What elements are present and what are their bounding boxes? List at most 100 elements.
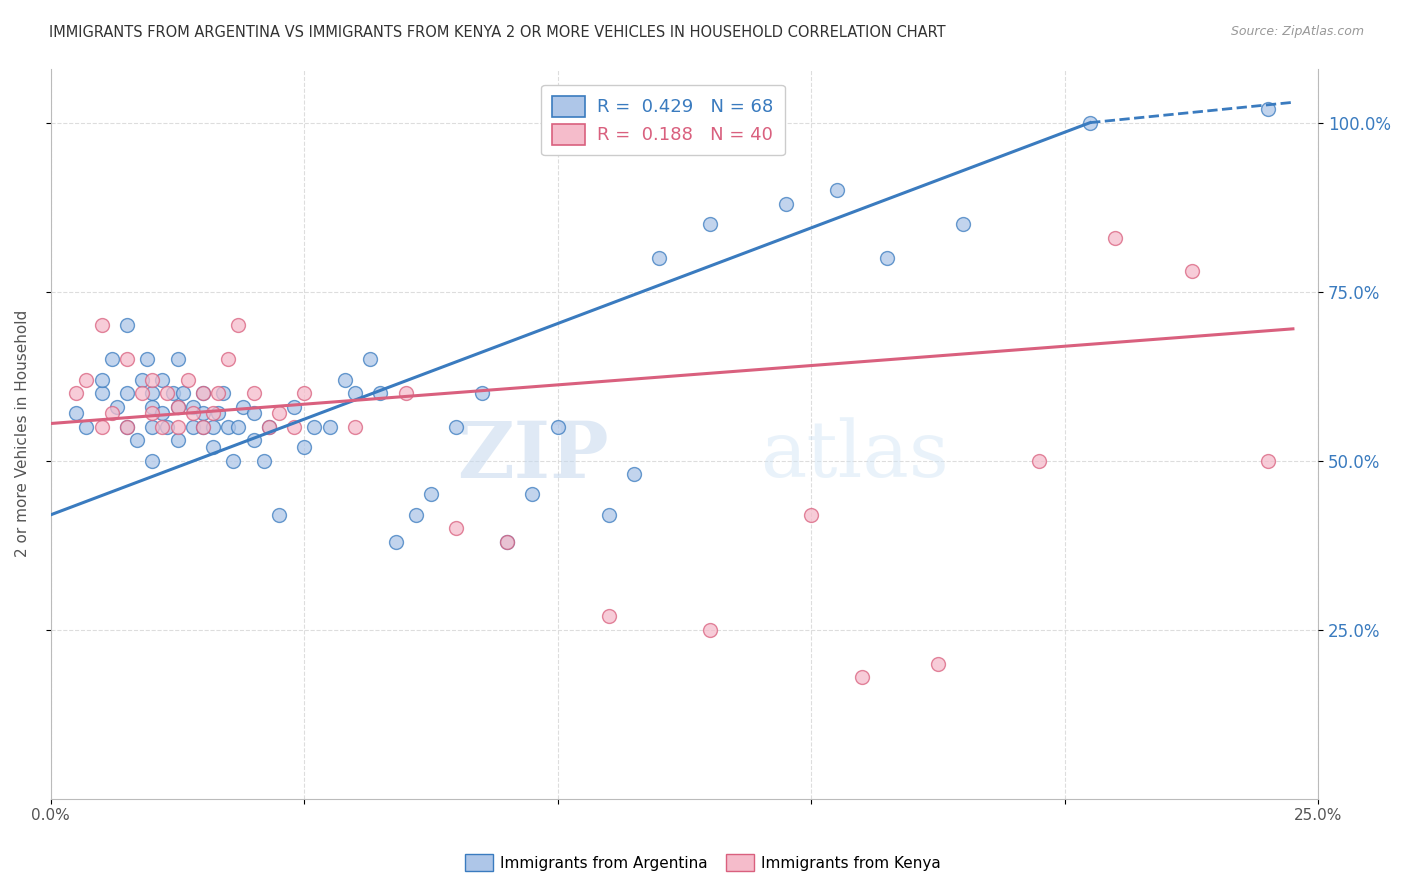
- Point: [267, 508, 290, 522]
- Point: [166, 434, 188, 448]
- Point: [699, 623, 721, 637]
- Point: [496, 534, 519, 549]
- Point: [395, 386, 418, 401]
- Point: [257, 420, 280, 434]
- Point: [222, 453, 245, 467]
- Point: [75, 373, 97, 387]
- Point: [232, 400, 254, 414]
- Point: [191, 420, 214, 434]
- Point: [150, 373, 173, 387]
- Point: [131, 373, 153, 387]
- Point: [65, 406, 87, 420]
- Point: [547, 420, 569, 434]
- Point: [242, 406, 264, 420]
- Point: [699, 217, 721, 231]
- Point: [166, 420, 188, 434]
- Point: [181, 420, 204, 434]
- Point: [471, 386, 494, 401]
- Text: IMMIGRANTS FROM ARGENTINA VS IMMIGRANTS FROM KENYA 2 OR MORE VEHICLES IN HOUSEHO: IMMIGRANTS FROM ARGENTINA VS IMMIGRANTS …: [49, 25, 946, 40]
- Point: [384, 534, 406, 549]
- Point: [162, 386, 184, 401]
- Point: [115, 420, 138, 434]
- Point: [283, 420, 305, 434]
- Point: [90, 386, 112, 401]
- Point: [105, 400, 128, 414]
- Point: [100, 352, 122, 367]
- Point: [207, 386, 229, 401]
- Point: [191, 386, 214, 401]
- Point: [202, 406, 225, 420]
- Point: [318, 420, 340, 434]
- Point: [496, 534, 519, 549]
- Point: [115, 386, 138, 401]
- Point: [292, 440, 315, 454]
- Point: [344, 386, 367, 401]
- Point: [253, 453, 276, 467]
- Point: [181, 400, 204, 414]
- Point: [405, 508, 427, 522]
- Point: [212, 386, 235, 401]
- Point: [156, 420, 179, 434]
- Point: [65, 386, 87, 401]
- Point: [166, 352, 188, 367]
- Point: [242, 434, 264, 448]
- Point: [141, 453, 163, 467]
- Point: [166, 400, 188, 414]
- Point: [75, 420, 97, 434]
- Point: [1257, 453, 1279, 467]
- Point: [800, 508, 823, 522]
- Point: [344, 420, 367, 434]
- Point: [202, 420, 225, 434]
- Legend: R =  0.429   N = 68, R =  0.188   N = 40: R = 0.429 N = 68, R = 0.188 N = 40: [541, 85, 785, 155]
- Point: [150, 406, 173, 420]
- Point: [952, 217, 974, 231]
- Point: [172, 386, 194, 401]
- Point: [150, 420, 173, 434]
- Point: [181, 406, 204, 420]
- Point: [217, 352, 239, 367]
- Point: [825, 183, 848, 197]
- Point: [648, 251, 671, 265]
- Point: [446, 521, 468, 535]
- Point: [191, 386, 214, 401]
- Text: ZIP: ZIP: [457, 417, 609, 493]
- Point: [257, 420, 280, 434]
- Point: [598, 508, 620, 522]
- Point: [1104, 230, 1126, 244]
- Point: [283, 400, 305, 414]
- Point: [1180, 264, 1202, 278]
- Point: [242, 386, 264, 401]
- Point: [207, 406, 229, 420]
- Point: [115, 318, 138, 333]
- Point: [927, 657, 949, 671]
- Point: [90, 318, 112, 333]
- Point: [141, 386, 163, 401]
- Point: [267, 406, 290, 420]
- Point: [217, 420, 239, 434]
- Point: [851, 670, 873, 684]
- Point: [191, 420, 214, 434]
- Point: [775, 196, 797, 211]
- Point: [202, 440, 225, 454]
- Point: [359, 352, 381, 367]
- Point: [1257, 102, 1279, 116]
- Point: [522, 487, 544, 501]
- Point: [90, 420, 112, 434]
- Point: [115, 352, 138, 367]
- Text: atlas: atlas: [761, 417, 949, 493]
- Point: [420, 487, 443, 501]
- Point: [125, 434, 148, 448]
- Point: [141, 420, 163, 434]
- Point: [131, 386, 153, 401]
- Point: [1028, 453, 1050, 467]
- Text: Source: ZipAtlas.com: Source: ZipAtlas.com: [1230, 25, 1364, 38]
- Point: [141, 373, 163, 387]
- Point: [90, 373, 112, 387]
- Point: [304, 420, 326, 434]
- Point: [156, 386, 179, 401]
- Point: [598, 609, 620, 624]
- Point: [141, 406, 163, 420]
- Point: [177, 373, 200, 387]
- Point: [191, 406, 214, 420]
- Point: [876, 251, 898, 265]
